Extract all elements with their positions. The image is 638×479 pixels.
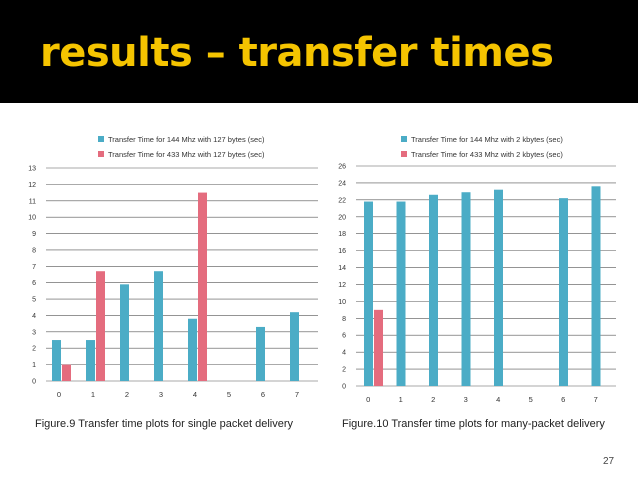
legend-swatch xyxy=(98,151,104,157)
bar-series1-cat-3 xyxy=(461,192,471,386)
bar-series1-cat-3 xyxy=(154,271,163,381)
bar-series2-cat-1 xyxy=(96,271,105,381)
legend-swatch xyxy=(401,151,407,157)
bar-series2-cat-0 xyxy=(62,364,71,381)
y-tick-label: 4 xyxy=(32,313,36,320)
y-tick-label: 4 xyxy=(342,350,346,357)
x-tick-label: 7 xyxy=(594,395,598,404)
y-tick-label: 12 xyxy=(28,182,36,189)
y-tick-label: 9 xyxy=(32,231,36,238)
y-tick-label: 2 xyxy=(342,367,346,374)
y-tick-label: 1 xyxy=(32,362,36,369)
x-tick-label: 7 xyxy=(295,390,299,399)
slide-title: results – transfer times xyxy=(40,30,554,76)
y-tick-label: 8 xyxy=(342,316,346,323)
y-tick-label: 22 xyxy=(338,197,346,204)
y-tick-label: 24 xyxy=(338,180,346,187)
y-tick-label: 0 xyxy=(342,384,346,391)
legend-swatch xyxy=(98,136,104,142)
y-tick-label: 18 xyxy=(338,231,346,238)
y-tick-label: 26 xyxy=(338,164,346,171)
y-tick-label: 6 xyxy=(32,280,36,287)
x-tick-label: 1 xyxy=(91,390,95,399)
bar-series1-cat-4 xyxy=(494,189,503,386)
slide-header: results – transfer times xyxy=(0,0,638,103)
bar-series1-cat-7 xyxy=(290,312,299,381)
y-tick-label: 13 xyxy=(28,166,36,173)
y-tick-label: 10 xyxy=(338,299,346,306)
x-tick-label: 5 xyxy=(227,390,231,399)
bar-series1-cat-7 xyxy=(591,186,601,386)
bar-series1-cat-1 xyxy=(86,340,95,381)
y-tick-label: 12 xyxy=(338,282,346,289)
x-tick-label: 3 xyxy=(464,395,468,404)
x-tick-label: 0 xyxy=(57,390,61,399)
x-tick-label: 5 xyxy=(529,395,533,404)
caption-single-packet: Figure.9 Transfer time plots for single … xyxy=(35,418,294,430)
y-tick-label: 8 xyxy=(32,247,36,254)
x-tick-label: 4 xyxy=(496,395,500,404)
legend-label: Transfer Time for 144 Mhz with 2 kbytes … xyxy=(411,135,563,144)
y-tick-label: 20 xyxy=(338,214,346,221)
x-tick-label: 6 xyxy=(561,395,565,404)
chart-many-packet: Transfer Time for 144 Mhz with 2 kbytes … xyxy=(338,135,616,404)
bar-series2-cat-4 xyxy=(198,192,207,381)
legend-label: Transfer Time for 433 Mhz with 127 bytes… xyxy=(108,150,265,159)
bar-series1-cat-2 xyxy=(429,194,438,386)
y-tick-label: 16 xyxy=(338,248,346,255)
bar-series2-cat-0 xyxy=(374,309,383,386)
bar-series1-cat-0 xyxy=(364,201,373,386)
bar-series1-cat-0 xyxy=(52,340,61,381)
x-tick-label: 1 xyxy=(399,395,403,404)
bar-series1-cat-6 xyxy=(559,198,568,386)
bar-series1-cat-2 xyxy=(120,284,129,381)
y-tick-label: 7 xyxy=(32,264,36,271)
legend-label: Transfer Time for 144 Mhz with 127 bytes… xyxy=(108,135,265,144)
y-tick-label: 6 xyxy=(342,333,346,340)
page-number: 27 xyxy=(603,456,615,467)
legend-swatch xyxy=(401,136,407,142)
y-tick-label: 14 xyxy=(338,265,346,272)
y-tick-label: 5 xyxy=(32,297,36,304)
caption-many-packet: Figure.10 Transfer time plots for many-p… xyxy=(342,418,605,430)
x-tick-label: 6 xyxy=(261,390,265,399)
x-tick-label: 4 xyxy=(193,390,197,399)
x-tick-label: 2 xyxy=(125,390,129,399)
x-tick-label: 2 xyxy=(431,395,435,404)
bar-series1-cat-1 xyxy=(396,201,406,386)
y-tick-label: 0 xyxy=(32,379,36,386)
bar-series1-cat-4 xyxy=(188,318,197,381)
chart-single-packet: Transfer Time for 144 Mhz with 127 bytes… xyxy=(28,135,318,399)
legend-label: Transfer Time for 433 Mhz with 2 kbytes … xyxy=(411,150,563,159)
y-tick-label: 3 xyxy=(32,329,36,336)
x-tick-label: 3 xyxy=(159,390,163,399)
y-tick-label: 10 xyxy=(28,215,36,222)
bar-series1-cat-6 xyxy=(256,326,265,381)
y-tick-label: 2 xyxy=(32,346,36,353)
y-tick-label: 11 xyxy=(29,198,36,205)
x-tick-label: 0 xyxy=(366,395,370,404)
